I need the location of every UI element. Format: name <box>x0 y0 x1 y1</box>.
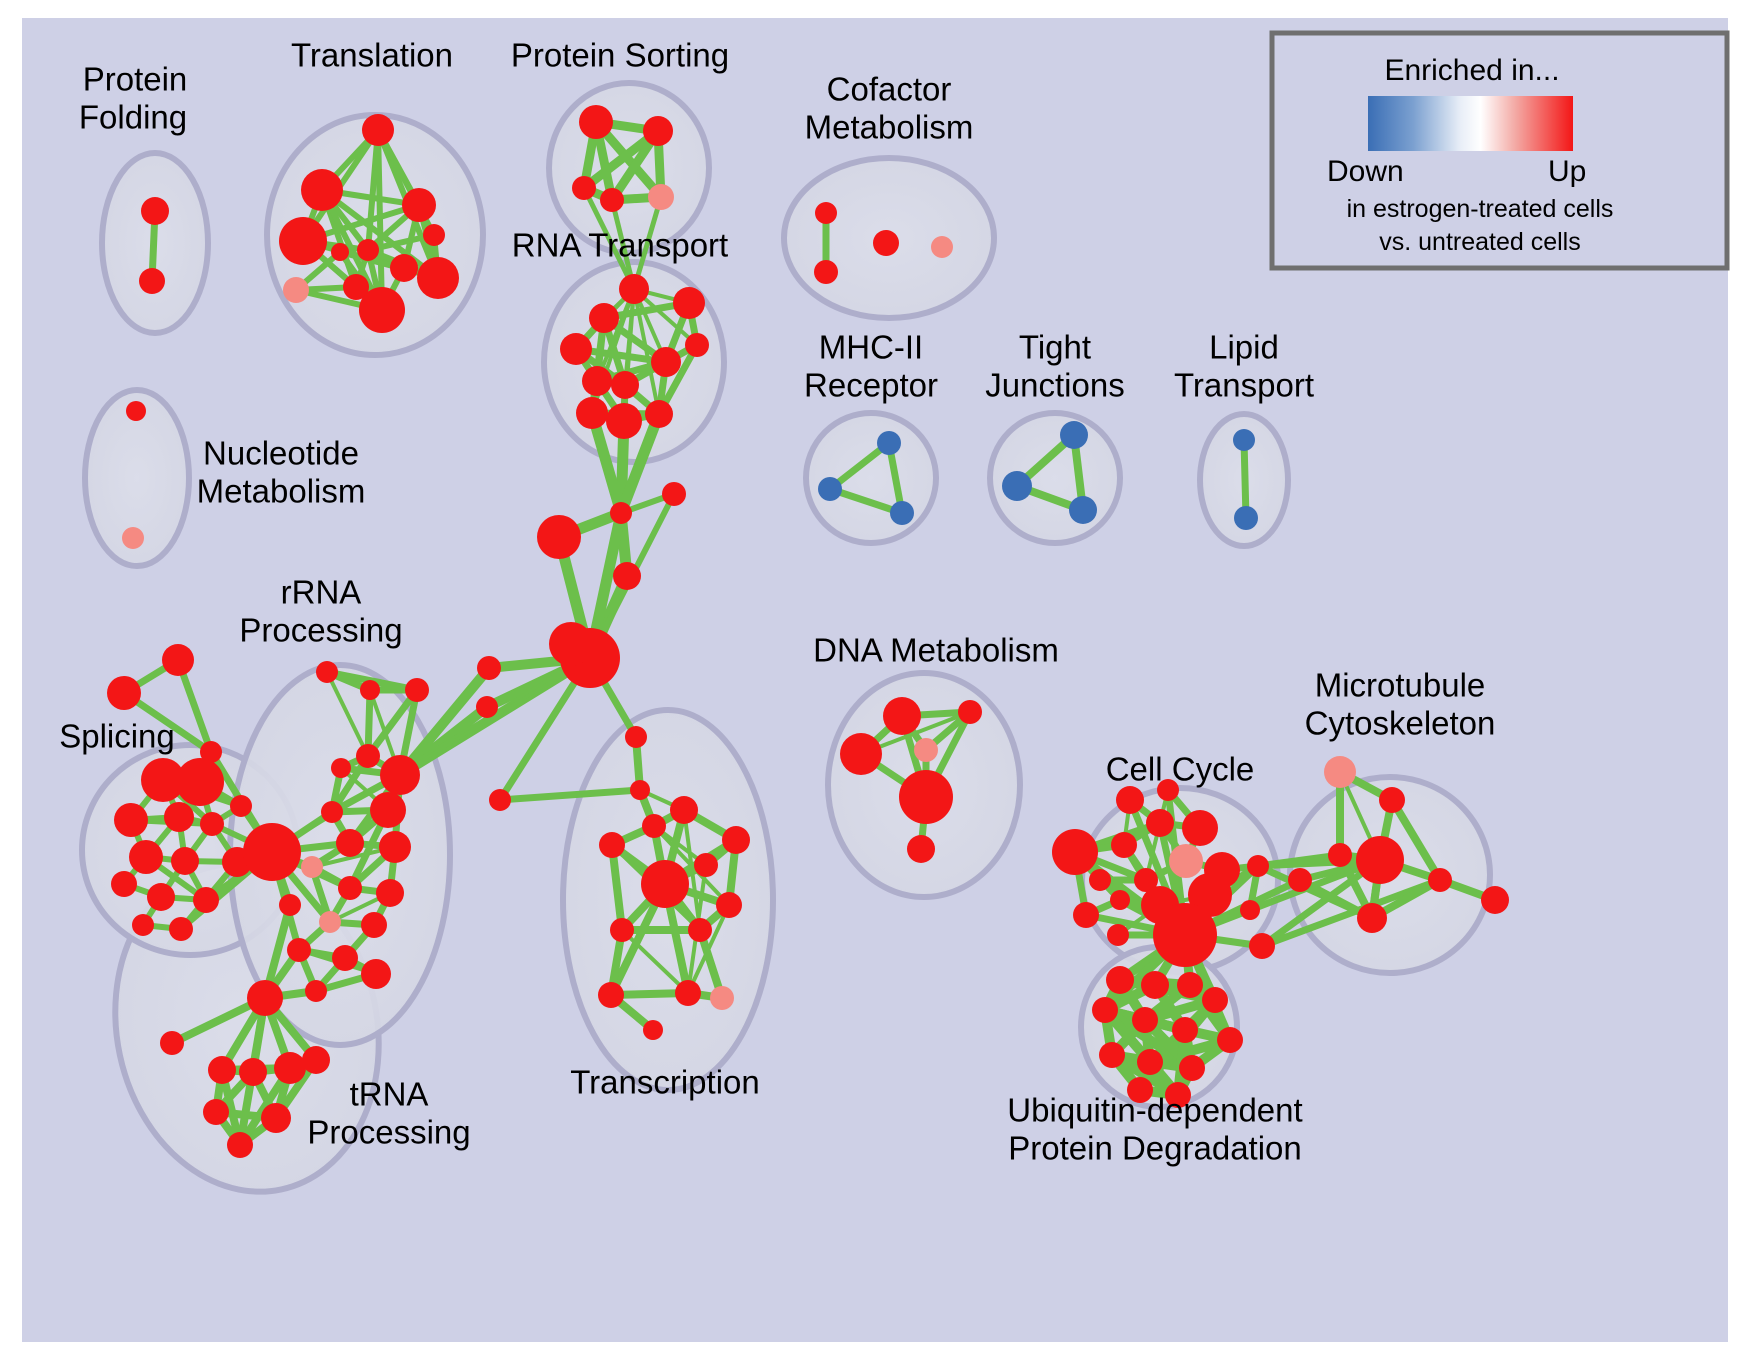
label-rrna-processing: rRNA <box>281 574 362 611</box>
legend-box <box>1269 30 1730 271</box>
label-rrna-processing-2: Processing <box>239 612 402 649</box>
label-microtubule-cytoskeleton-2: Cytoskeleton <box>1305 705 1496 742</box>
label-lipid-transport-2: Transport <box>1174 367 1314 404</box>
legend-subtitle-1: in estrogen-treated cells <box>1347 195 1614 223</box>
label-rna-transport: RNA Transport <box>512 227 728 264</box>
label-ubiquitin-protein-degradation-2: Protein Degradation <box>1008 1130 1302 1167</box>
legend-up-label: Up <box>1548 155 1586 188</box>
label-tight-junctions-2: Junctions <box>985 367 1124 404</box>
label-protein-folding-2: Folding <box>79 99 187 136</box>
label-lipid-transport: Lipid <box>1209 329 1279 366</box>
legend-title: Enriched in... <box>1384 54 1559 87</box>
label-splicing: Splicing <box>59 718 175 755</box>
label-cell-cycle: Cell Cycle <box>1106 751 1255 788</box>
label-protein-sorting: Protein Sorting <box>511 37 729 74</box>
label-trna-processing-2: Processing <box>307 1114 470 1151</box>
legend-color-scale <box>1368 96 1573 151</box>
label-mhc-ii-receptor-2: Receptor <box>804 367 938 404</box>
label-microtubule-cytoskeleton: Microtubule <box>1315 667 1486 704</box>
hull-nucleotide-metabolism <box>82 387 192 569</box>
network-nodes <box>107 105 1509 1158</box>
label-ubiquitin-protein-degradation: Ubiquitin-dependent <box>1007 1092 1302 1129</box>
label-dna-metabolism: DNA Metabolism <box>813 632 1059 669</box>
label-mhc-ii-receptor: MHC-II <box>819 329 923 366</box>
label-nucleotide-metabolism: Nucleotide <box>203 435 359 472</box>
label-trna-processing: tRNA <box>350 1076 429 1113</box>
label-protein-folding: Protein <box>83 61 188 98</box>
label-cofactor-metabolism-2: Metabolism <box>805 109 974 146</box>
legend-down-label: Down <box>1327 155 1404 188</box>
label-nucleotide-metabolism-2: Metabolism <box>197 473 366 510</box>
label-translation: Translation <box>291 37 453 74</box>
label-tight-junctions: Tight <box>1019 329 1091 366</box>
cluster-labels: Protein Folding Translation Protein Sort… <box>59 37 1495 1167</box>
label-transcription: Transcription <box>570 1064 760 1101</box>
label-cofactor-metabolism: Cofactor <box>827 71 952 108</box>
legend-subtitle-2: vs. untreated cells <box>1379 228 1581 256</box>
legend: Enriched in... Down Up in estrogen-treat… <box>1269 30 1730 271</box>
